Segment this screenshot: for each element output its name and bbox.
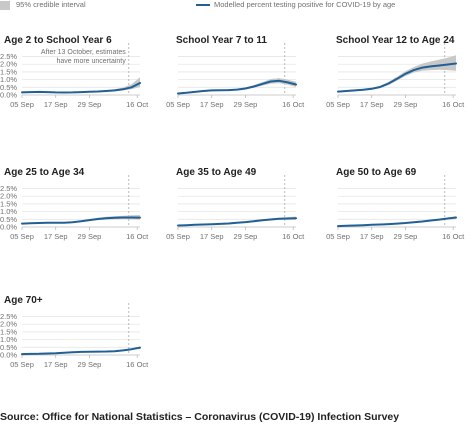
y-tick-label: 1.0% — [0, 207, 17, 216]
panel-title: Age 25 to Age 34 — [4, 167, 85, 178]
x-tick-label: 17 Sep — [360, 232, 384, 241]
y-tick-label: 0.5% — [0, 83, 17, 92]
x-tick-label: 05 Sep — [166, 232, 190, 241]
series-line — [21, 346, 141, 356]
x-tick-label: 17 Sep — [44, 100, 68, 109]
chart-panel: Age 70+ 0.0%0.5%1.0%1.5%2.0%2.5% 05 Sep 17 … — [0, 295, 149, 369]
y-tick-label: 0.5% — [0, 343, 17, 352]
legend: 95% credible interval Modelled percent t… — [0, 0, 474, 12]
chart-panel: Age 35 to Age 49 05 Sep 17 Sep 29 Sep 16 Oct — [166, 167, 305, 241]
small-multiples-chart: Age 2 to School Year 60.0%0.5%1.0%1.5%2.… — [0, 35, 465, 369]
y-tick-label: 0.0% — [0, 351, 17, 360]
x-tick-label: 17 Sep — [44, 360, 68, 369]
x-tick-label: 29 Sep — [394, 100, 418, 109]
panel-title: Age 35 to Age 49 — [176, 167, 257, 178]
x-tick-label: 17 Sep — [200, 100, 224, 109]
x-tick-label: 29 Sep — [394, 232, 418, 241]
x-tick-label: 05 Sep — [10, 100, 34, 109]
panel-title: School Year 7 to 11 — [176, 35, 267, 46]
x-tick-label: 16 Oct — [126, 360, 149, 369]
y-tick-label: 2.5% — [0, 184, 17, 193]
series-line — [177, 79, 297, 95]
x-tick-label: 17 Sep — [360, 100, 384, 109]
source-note: Source: Office for National Statistics –… — [0, 411, 400, 423]
y-tick-label: 1.0% — [0, 75, 17, 84]
x-tick-label: 05 Sep — [166, 100, 190, 109]
x-tick-label: 29 Sep — [234, 232, 258, 241]
annotation: After 13 October, estimates have more unc… — [41, 49, 126, 65]
x-tick-label: 16 Oct — [442, 100, 465, 109]
y-tick-label: 0.0% — [0, 223, 17, 232]
x-tick-label: 16 Oct — [442, 232, 465, 241]
x-tick-label: 29 Sep — [234, 100, 258, 109]
x-tick-label: 16 Oct — [126, 100, 149, 109]
series-line — [21, 82, 141, 94]
y-tick-label: 1.5% — [0, 327, 17, 336]
x-tick-label: 16 Oct — [282, 232, 305, 241]
annotation-line: After 13 October, estimates — [41, 49, 126, 56]
y-tick-label: 1.5% — [0, 199, 17, 208]
chart-panel: Age 50 to Age 69 05 Sep 17 Sep 29 Sep 16 Oct — [326, 167, 465, 241]
x-tick-label: 29 Sep — [78, 232, 102, 241]
y-tick-label: 2.5% — [0, 52, 17, 61]
x-tick-label: 05 Sep — [10, 232, 34, 241]
series-line — [21, 216, 141, 225]
x-tick-label: 17 Sep — [44, 232, 68, 241]
y-tick-label: 1.0% — [0, 335, 17, 344]
chart-panel: School Year 7 to 11 05 Sep 17 Sep 29 Sep 16 … — [166, 35, 305, 109]
y-tick-label: 0.5% — [0, 215, 17, 224]
x-tick-label: 16 Oct — [282, 100, 305, 109]
panel-title: Age 70+ — [4, 295, 43, 306]
x-tick-label: 05 Sep — [10, 360, 34, 369]
chart-panel: Age 2 to School Year 60.0%0.5%1.0%1.5%2.… — [0, 35, 149, 109]
series-line — [337, 62, 457, 93]
modelled-line-swatch — [196, 4, 210, 6]
y-tick-label: 2.5% — [0, 312, 17, 321]
y-tick-label: 0.0% — [0, 91, 17, 100]
chart-panel: School Year 12 to Age 24 05 Sep 17 Sep 29 S… — [326, 35, 465, 109]
series-line — [337, 216, 457, 228]
annotation-line: have more uncertainty — [56, 58, 126, 65]
series-line — [177, 217, 297, 227]
x-tick-label: 17 Sep — [200, 232, 224, 241]
y-tick-label: 2.0% — [0, 320, 17, 329]
credible-interval-label: 95% credible interval — [16, 0, 86, 9]
credible-interval-swatch — [0, 1, 10, 10]
y-tick-label: 2.0% — [0, 60, 17, 69]
x-tick-label: 05 Sep — [326, 232, 350, 241]
credible-interval-band — [338, 55, 456, 93]
chart-panel: Age 25 to Age 34 0.0%0.5%1.0%1.5%2.0%2.5%… — [0, 167, 149, 241]
y-tick-label: 1.5% — [0, 67, 17, 76]
x-tick-label: 05 Sep — [326, 100, 350, 109]
x-tick-label: 29 Sep — [78, 360, 102, 369]
x-tick-label: 29 Sep — [78, 100, 102, 109]
panel-title: School Year 12 to Age 24 — [336, 35, 455, 46]
panel-title: Age 50 to Age 69 — [336, 167, 417, 178]
modelled-line-label: Modelled percent testing positive for CO… — [214, 0, 396, 9]
panel-title: Age 2 to School Year 6 — [4, 35, 112, 46]
x-tick-label: 16 Oct — [126, 232, 149, 241]
y-tick-label: 2.0% — [0, 192, 17, 201]
